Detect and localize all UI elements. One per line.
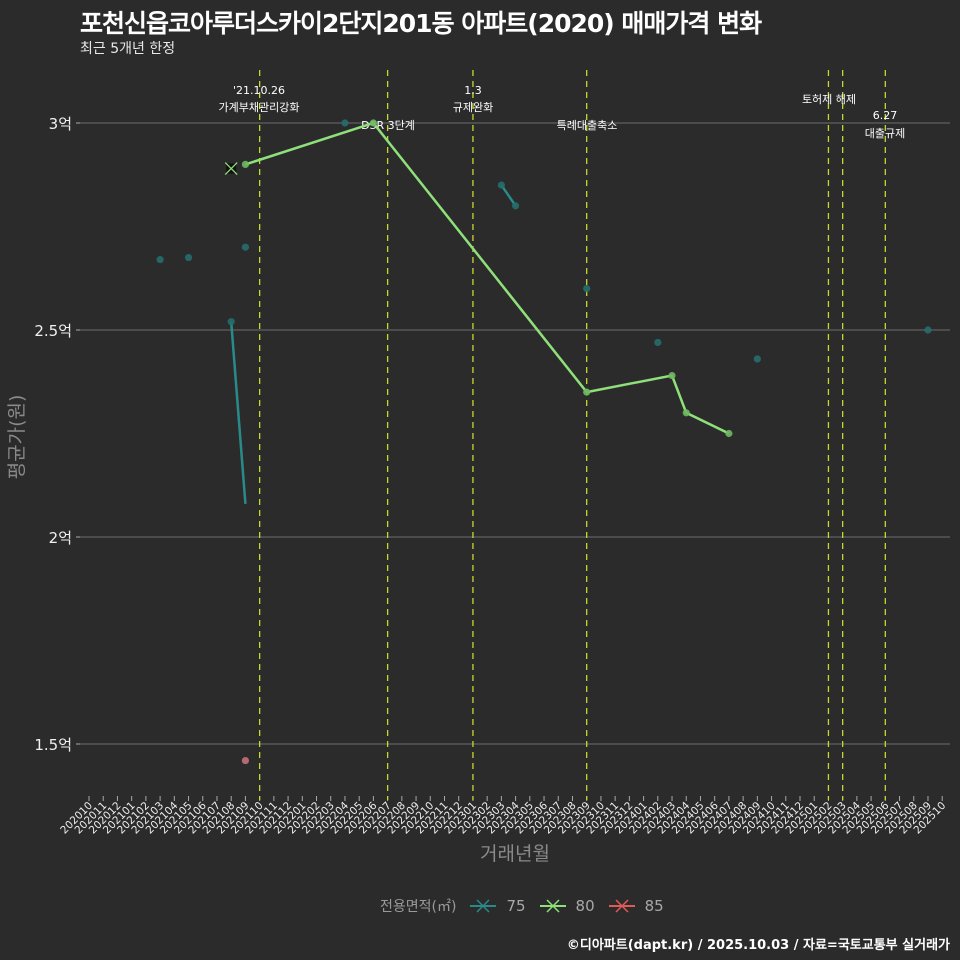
- data-point-80: [369, 119, 377, 127]
- legend-item-75: 75: [470, 897, 526, 915]
- y-tick-label: 2.5억: [34, 322, 72, 340]
- data-point-75: [583, 285, 591, 293]
- y-axis-label: 평균가(원): [6, 395, 28, 480]
- data-point-80: [682, 409, 690, 417]
- annotation-label: 대출규제: [865, 127, 905, 140]
- legend-item-80: 80: [539, 897, 595, 915]
- annotation-date: 1.3: [464, 84, 482, 97]
- chart-subtitle: 최근 5개년 한정: [80, 41, 176, 57]
- series-line-80: [245, 121, 730, 435]
- data-point-75: [654, 338, 662, 347]
- series-line-75: [229, 321, 247, 504]
- legend-marker-icon: [539, 899, 566, 913]
- legend-marker-icon: [470, 899, 497, 913]
- data-point-85: [241, 756, 250, 765]
- data-point-80: [241, 160, 250, 168]
- y-tick-label: 2억: [49, 529, 72, 547]
- annotation-label: 특례대출축소: [557, 119, 618, 132]
- data-point-75: [241, 243, 250, 251]
- x-marker-icon: [224, 162, 238, 175]
- source-caption: ©디아파트(dapt.kr) / 2025.10.03 / 자료=국토교통부 실…: [566, 938, 950, 953]
- annotation-date: '21.10.26: [233, 84, 285, 97]
- y-tick-label: 3억: [49, 115, 72, 133]
- data-point-80: [583, 388, 591, 396]
- data-point-75: [511, 202, 520, 210]
- data-point-75: [924, 326, 932, 334]
- data-point-75: [184, 253, 193, 262]
- legend-title: 전용면적(㎡): [380, 899, 457, 915]
- annotation-date: 6.27: [873, 109, 898, 122]
- x-axis-label: 거래년월: [480, 843, 550, 865]
- annotation-label: 토허제 해제: [802, 92, 856, 106]
- series-line-75: [500, 184, 517, 207]
- data-point-75: [341, 119, 349, 127]
- data-point-75: [753, 355, 761, 363]
- annotation-label: 가계부채관리강화: [219, 101, 300, 114]
- legend-item-85: 85: [608, 897, 664, 915]
- legend-marker-icon: [608, 899, 635, 913]
- data-point-80: [725, 429, 733, 438]
- legend: 전용면적(㎡) 75 80 85: [380, 896, 664, 916]
- data-point-75: [497, 181, 505, 189]
- y-tick-label: 1.5억: [34, 736, 72, 754]
- data-point-80: [668, 371, 676, 380]
- data-point-75: [156, 256, 164, 264]
- annotation-label: 규제완화: [453, 101, 493, 114]
- data-point-75: [227, 318, 235, 326]
- chart-title: 포천신읍코아루더스카이2단지201동 아파트(2020) 매매가격 변화: [80, 9, 762, 38]
